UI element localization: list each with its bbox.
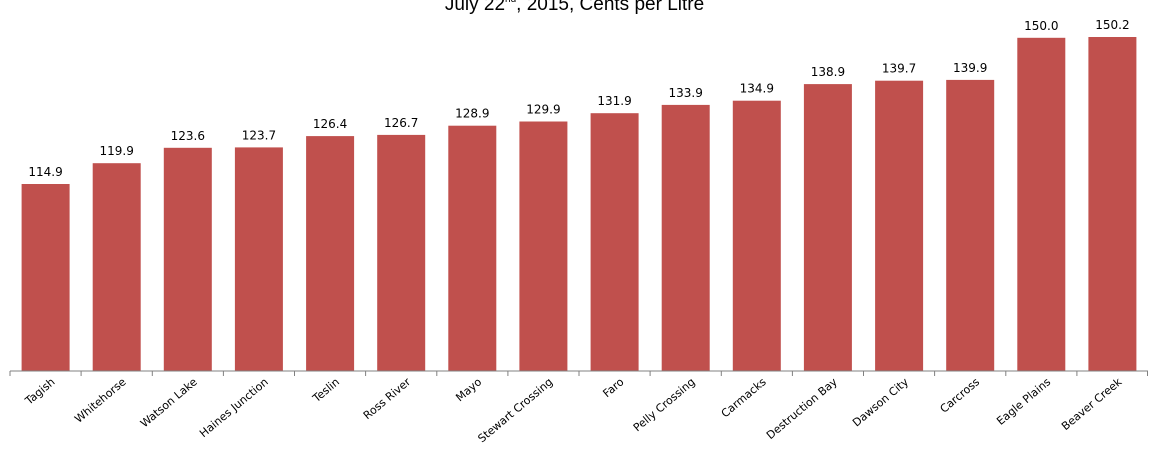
data-label: 128.9 xyxy=(455,107,489,121)
bar xyxy=(661,104,710,372)
x-tick-label: Tagish xyxy=(22,375,57,408)
x-tick-label: Faro xyxy=(600,375,626,400)
bar xyxy=(377,134,426,371)
bar xyxy=(875,80,924,371)
bar xyxy=(946,79,995,372)
bar xyxy=(803,84,852,371)
data-label: 139.7 xyxy=(882,62,916,76)
x-tick-label: Mayo xyxy=(453,375,484,404)
data-label: 134.9 xyxy=(740,82,774,96)
x-tick-label: Stewart Crossing xyxy=(476,375,556,445)
bar xyxy=(1017,37,1066,372)
x-tick-label: Dawson City xyxy=(850,375,911,429)
data-label: 126.7 xyxy=(384,116,418,130)
data-label: 126.4 xyxy=(313,117,347,131)
x-tick-label: Ross River xyxy=(361,375,414,422)
x-tick-label: Watson Lake xyxy=(138,375,200,430)
x-tick-label: Eagle Plains xyxy=(994,375,1053,428)
bar xyxy=(1088,37,1137,371)
x-tick-label: Haines Junction xyxy=(197,375,271,440)
data-label: 139.9 xyxy=(953,61,987,75)
data-label: 119.9 xyxy=(100,144,134,158)
data-label: 123.6 xyxy=(171,129,205,143)
chart-title-prefix: July 22 xyxy=(444,0,506,15)
x-tick-label: Pelly Crossing xyxy=(631,375,698,434)
bar xyxy=(590,113,639,371)
data-label: 123.7 xyxy=(242,128,276,142)
data-label: 131.9 xyxy=(597,94,631,108)
bar xyxy=(234,147,283,371)
bar xyxy=(92,163,141,371)
x-tick-label: Carmacks xyxy=(719,375,769,420)
x-tick-label: Destruction Bay xyxy=(764,375,840,442)
bar xyxy=(21,184,70,371)
data-label: 133.9 xyxy=(669,86,703,100)
bar xyxy=(519,121,568,371)
chart-title-superscript: nd xyxy=(505,0,516,5)
data-label: 150.2 xyxy=(1095,18,1129,32)
bar xyxy=(448,125,497,371)
data-label: 129.9 xyxy=(526,103,560,117)
x-tick-label: Whitehorse xyxy=(72,375,129,425)
data-label: 114.9 xyxy=(28,165,62,179)
bar xyxy=(306,136,355,371)
x-tick-label: Beaver Creek xyxy=(1059,375,1125,433)
bar xyxy=(163,147,212,371)
data-label: 138.9 xyxy=(811,65,845,79)
data-label: 150.0 xyxy=(1024,19,1058,33)
x-tick-label: Carcross xyxy=(938,375,983,415)
bar xyxy=(732,100,781,371)
x-tick-label: Teslin xyxy=(310,375,342,405)
chart-title-suffix: , 2015, Cents per Litre xyxy=(516,0,705,15)
chart-title: July 22nd, 2015, Cents per Litre xyxy=(0,0,1149,16)
